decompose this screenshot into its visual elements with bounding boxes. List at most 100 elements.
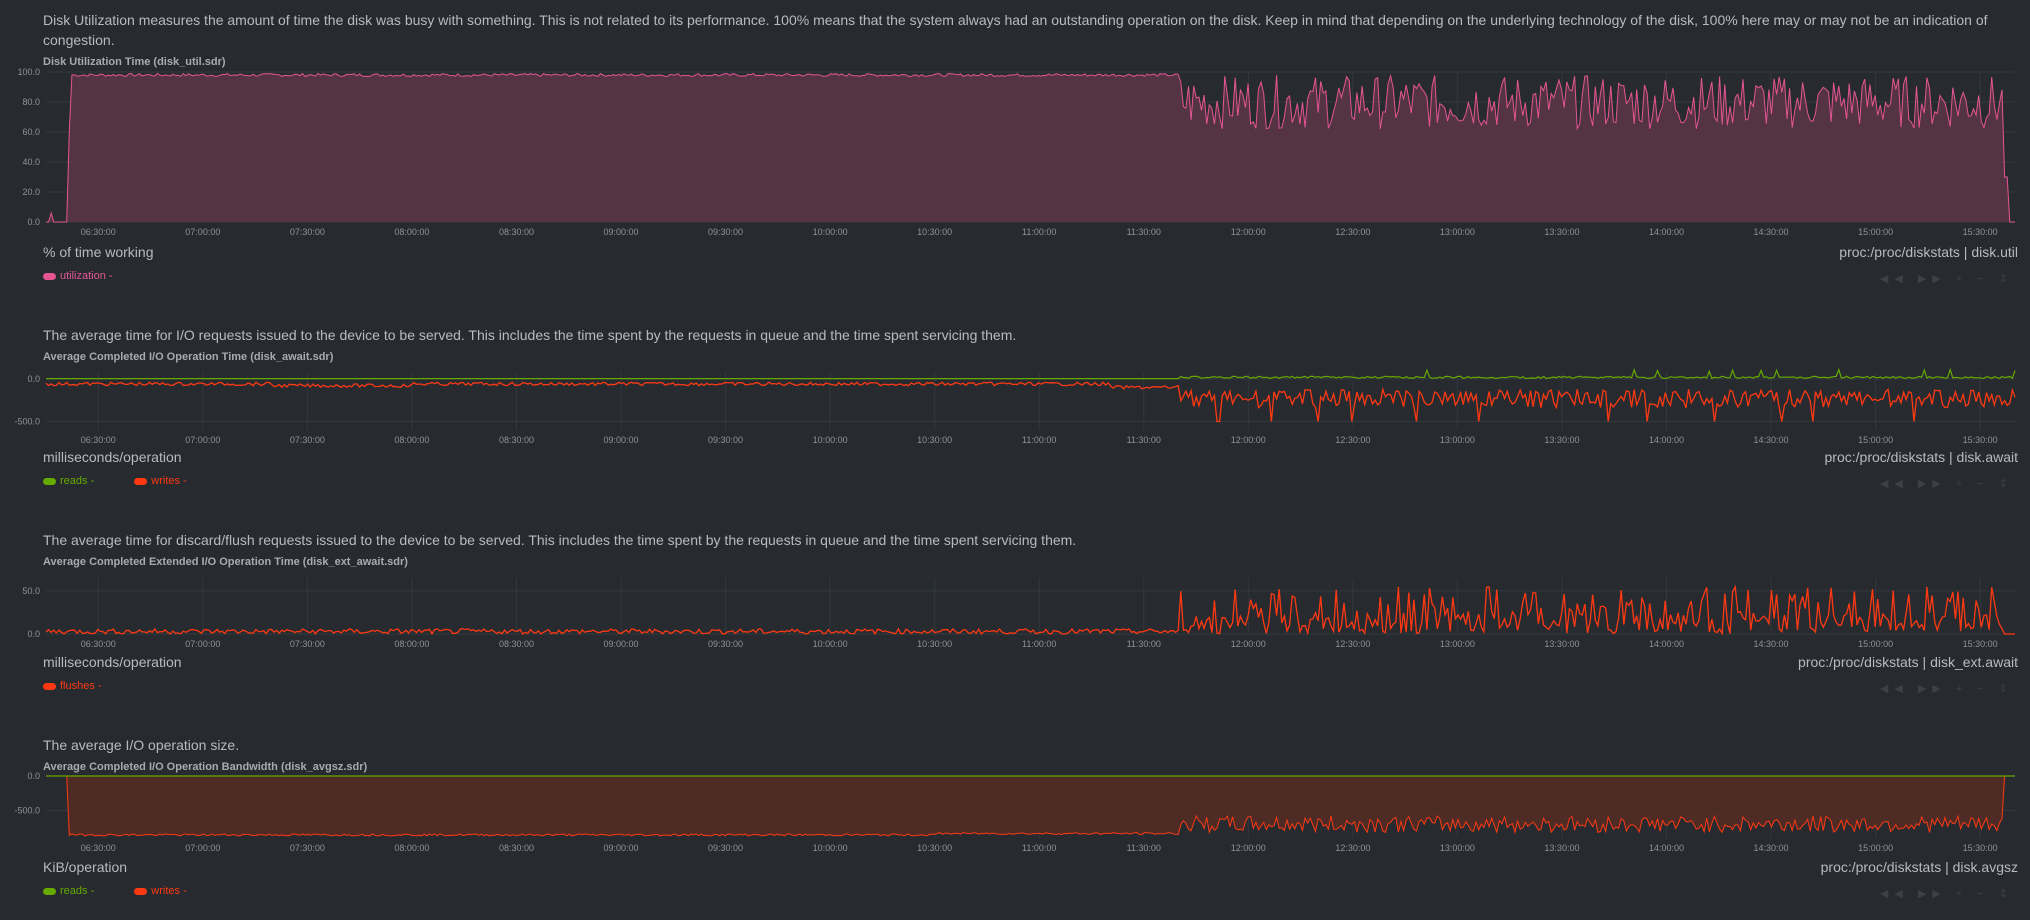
x-tick-label: 07:00:00 bbox=[185, 843, 220, 853]
x-tick-label: 09:30:00 bbox=[708, 639, 743, 649]
x-tick-label: 10:30:00 bbox=[917, 639, 952, 649]
x-tick-label: 09:00:00 bbox=[603, 227, 638, 237]
legend-swatch bbox=[43, 682, 56, 690]
x-tick-label: 11:30:00 bbox=[1127, 843, 1161, 853]
chart-title: Disk Utilization Time (disk_util.sdr) bbox=[43, 56, 226, 68]
y-tick-label: 20.0 bbox=[22, 187, 40, 197]
disk-util-chart[interactable]: 100.0 80.0 60.0 40.0 20.0 0.0 06:30:00 07:00:00… bbox=[0, 60, 2030, 240]
x-tick-label: 14:30:00 bbox=[1754, 227, 1789, 237]
legend-item-reads[interactable]: reads - bbox=[43, 475, 94, 487]
x-tick-label: 11:00:00 bbox=[1022, 639, 1056, 649]
x-tick-label: 10:30:00 bbox=[917, 435, 952, 445]
x-tick-label: 10:30:00 bbox=[917, 843, 952, 853]
legend-value: - bbox=[183, 475, 187, 487]
x-tick-label: 08:30:00 bbox=[499, 843, 534, 853]
series-area-writes bbox=[46, 776, 2015, 836]
legend-value: - bbox=[90, 885, 95, 897]
x-tick-label: 08:30:00 bbox=[499, 639, 534, 649]
x-tick-label: 06:30:00 bbox=[81, 843, 116, 853]
x-tick-label: 14:30:00 bbox=[1754, 843, 1789, 853]
x-tick-label: 10:00:00 bbox=[813, 843, 848, 853]
chart-nav-controls[interactable]: ◀◀ ▶▶ + − ⇕ bbox=[1879, 683, 2014, 695]
disk-avgsz-chart[interactable]: 0.0 -500.0 06:30:00 07:00:00 07:30:00 08:00:0… bbox=[0, 771, 2030, 853]
x-tick-label: 08:30:00 bbox=[499, 227, 534, 237]
disk-ext-await-chart[interactable]: 50.0 0.0 06:30:00 07:00:00 07:30:00 08:00:00 0… bbox=[0, 568, 2030, 649]
chart-nav-controls[interactable]: ◀◀ ▶▶ + − ⇕ bbox=[1879, 478, 2014, 490]
x-tick-label: 07:00:00 bbox=[185, 639, 220, 649]
x-tick-label: 13:30:00 bbox=[1544, 227, 1579, 237]
chart-nav-controls[interactable]: ◀◀ ▶▶ + − ⇕ bbox=[1879, 273, 2014, 285]
chart-context: proc:/proc/diskstats | disk.await bbox=[1824, 449, 2018, 465]
legend-item-utilization[interactable]: utilization - bbox=[43, 270, 113, 282]
legend-item-reads[interactable]: reads - bbox=[43, 885, 94, 897]
legend-item-writes[interactable]: writes - bbox=[134, 475, 187, 487]
chart-description: Disk Utilization measures the amount of … bbox=[43, 12, 1988, 48]
chart-title: Average Completed Extended I/O Operation… bbox=[43, 556, 408, 568]
x-tick-label: 14:00:00 bbox=[1649, 227, 1684, 237]
series-line-flushes bbox=[45, 584, 2015, 636]
x-tick-label: 10:00:00 bbox=[813, 435, 848, 445]
x-tick-label: 14:30:00 bbox=[1754, 435, 1789, 445]
y-tick-label: 50.0 bbox=[22, 586, 40, 596]
x-tick-label: 13:00:00 bbox=[1440, 435, 1475, 445]
x-tick-label: 12:00:00 bbox=[1231, 639, 1266, 649]
x-tick-label: 15:00:00 bbox=[1858, 639, 1893, 649]
x-tick-label: 10:00:00 bbox=[813, 227, 848, 237]
series-line-utilization bbox=[46, 72, 2015, 223]
chart-context: proc:/proc/diskstats | disk.util bbox=[1839, 244, 2018, 260]
x-tick-label: 15:30:00 bbox=[1963, 843, 1998, 853]
legend-item-writes[interactable]: writes - bbox=[134, 885, 187, 897]
series-area-utilization bbox=[46, 73, 2015, 222]
x-tick-label: 08:00:00 bbox=[394, 227, 429, 237]
legend-value: - bbox=[108, 270, 113, 282]
legend-swatch bbox=[43, 477, 56, 485]
chart-context: proc:/proc/diskstats | disk_ext.await bbox=[1798, 654, 2018, 670]
x-tick-label: 11:00:00 bbox=[1022, 227, 1056, 237]
x-tick-label: 14:00:00 bbox=[1649, 639, 1684, 649]
legend-swatch bbox=[134, 887, 148, 895]
x-tick-label: 09:30:00 bbox=[708, 227, 743, 237]
x-tick-label: 12:30:00 bbox=[1335, 227, 1370, 237]
x-tick-label: 12:00:00 bbox=[1231, 435, 1266, 445]
legend-label: utilization bbox=[60, 270, 106, 282]
x-tick-label: 13:00:00 bbox=[1440, 639, 1475, 649]
disk-await-chart[interactable]: 0.0 -500.0 06:30:00 07:00:00 07:30:00 08:00:0… bbox=[0, 362, 2030, 445]
x-tick-label: 09:00:00 bbox=[603, 639, 638, 649]
x-tick-label: 07:30:00 bbox=[290, 639, 325, 649]
chart-nav-controls[interactable]: ◀◀ ▶▶ + − ⇕ bbox=[1879, 888, 2014, 900]
x-tick-label: 06:30:00 bbox=[81, 227, 116, 237]
y-tick-label: 0.0 bbox=[27, 217, 40, 227]
legend-label: flushes bbox=[60, 680, 95, 692]
series-line-reads bbox=[46, 367, 2016, 380]
legend-swatch bbox=[134, 477, 148, 485]
x-tick-label: 13:30:00 bbox=[1544, 843, 1579, 853]
x-tick-label: 10:30:00 bbox=[917, 227, 952, 237]
x-tick-label: 13:00:00 bbox=[1440, 227, 1475, 237]
series-line-writes bbox=[45, 381, 2016, 423]
x-tick-label: 14:00:00 bbox=[1649, 435, 1684, 445]
x-tick-label: 09:30:00 bbox=[708, 843, 743, 853]
x-tick-label: 13:30:00 bbox=[1544, 435, 1579, 445]
x-tick-label: 14:00:00 bbox=[1649, 843, 1684, 853]
x-tick-label: 15:00:00 bbox=[1858, 843, 1893, 853]
series-line-writes bbox=[46, 775, 2015, 837]
legend-value: - bbox=[90, 475, 95, 487]
chart-description: The average time for discard/flush reque… bbox=[43, 532, 1077, 548]
y-tick-label: 40.0 bbox=[22, 157, 40, 167]
x-tick-label: 10:00:00 bbox=[813, 639, 848, 649]
x-tick-label: 09:30:00 bbox=[708, 435, 743, 445]
x-tick-label: 08:30:00 bbox=[499, 435, 534, 445]
x-tick-label: 15:30:00 bbox=[1963, 435, 1998, 445]
x-tick-label: 07:30:00 bbox=[290, 227, 325, 237]
chart-units: % of time working bbox=[43, 244, 154, 260]
x-tick-label: 12:30:00 bbox=[1335, 639, 1370, 649]
x-tick-label: 07:30:00 bbox=[290, 435, 325, 445]
x-tick-label: 08:00:00 bbox=[394, 435, 429, 445]
chart-legend: reads - writes - bbox=[43, 475, 187, 487]
x-tick-label: 13:30:00 bbox=[1544, 639, 1579, 649]
x-tick-label: 11:30:00 bbox=[1127, 227, 1161, 237]
x-tick-label: 07:00:00 bbox=[185, 227, 220, 237]
legend-swatch bbox=[43, 272, 56, 280]
legend-item-flushes[interactable]: flushes - bbox=[43, 680, 102, 692]
y-tick-label: -500.0 bbox=[14, 805, 40, 815]
